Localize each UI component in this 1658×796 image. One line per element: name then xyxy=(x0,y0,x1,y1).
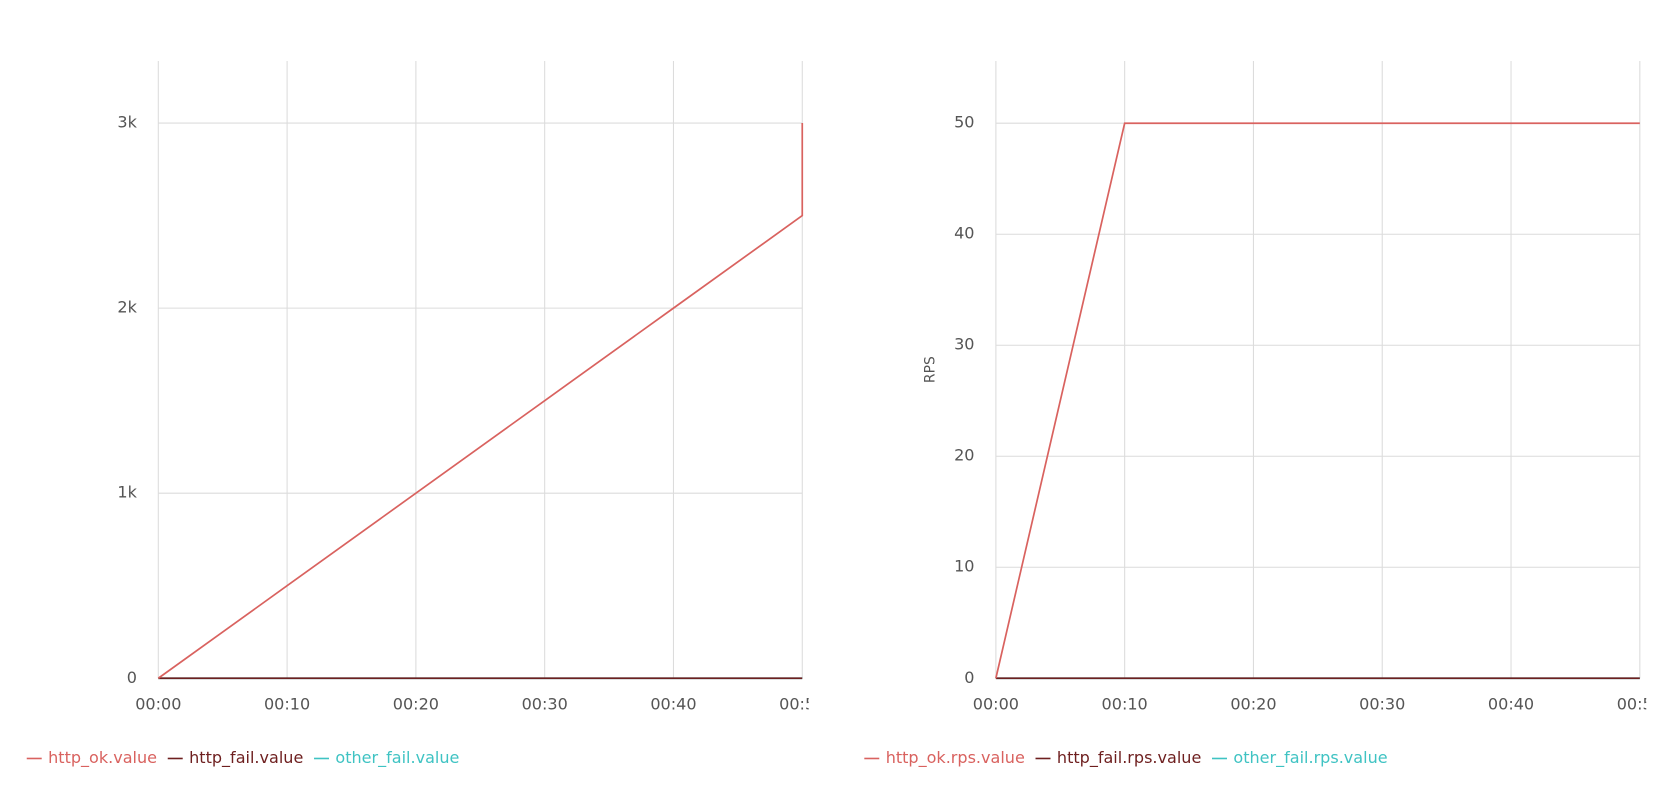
y-tick-label: 2k xyxy=(117,298,137,317)
plot: 0 1k 2k 3k 00:00 00:10 00:20 00:30 00:40 00:50 xyxy=(117,61,825,713)
legend-label: http_fail.rps.value xyxy=(1057,748,1202,768)
y-tick-label: 3k xyxy=(117,113,137,132)
x-tick-label: 00:10 xyxy=(1102,694,1148,713)
legend-label: other_fail.rps.value xyxy=(1233,748,1387,768)
plot: 0 10 20 30 40 50 00:00 00:10 00:20 00:30 00:40 00:5… xyxy=(954,61,1658,713)
x-tick-label: 00:40 xyxy=(650,694,696,713)
x-tick-label: 00:50 xyxy=(1617,694,1658,713)
legend-label: http_fail.value xyxy=(189,748,303,768)
x-tick-label: 00:40 xyxy=(1488,694,1534,713)
legend-label: http_ok.rps.value xyxy=(886,748,1025,768)
x-tick-label: 00:30 xyxy=(522,694,568,713)
chart-panel: 0 10 20 30 40 50 00:00 00:10 00:20 00:30 00:40 00:5… xyxy=(864,61,1658,768)
x-tick-label: 00:00 xyxy=(135,694,181,713)
legend-label: other_fail.value xyxy=(335,748,459,768)
y-tick-label: 40 xyxy=(954,224,974,243)
x-tick-label: 00:20 xyxy=(1230,694,1276,713)
y-axis-label: RPS xyxy=(923,356,939,383)
x-tick-label: 00:30 xyxy=(1359,694,1405,713)
y-tick-label: 10 xyxy=(954,557,974,576)
y-tick-label: 1k xyxy=(117,483,137,502)
legend-label: http_ok.value xyxy=(48,748,157,768)
y-tick-label: 20 xyxy=(954,446,974,465)
y-tick-label: 50 xyxy=(954,113,974,132)
x-tick-label: 00:50 xyxy=(779,694,825,713)
x-tick-label: 00:00 xyxy=(973,694,1019,713)
x-tick-label: 00:10 xyxy=(264,694,310,713)
x-tick-label: 00:20 xyxy=(393,694,439,713)
y-tick-label: 0 xyxy=(964,668,974,687)
series-line xyxy=(995,122,1640,679)
series-line xyxy=(157,123,804,679)
chart-panel: 0 1k 2k 3k 00:00 00:10 00:20 00:30 00:40 00:50 htt… xyxy=(26,61,825,768)
y-tick-label: 30 xyxy=(954,335,974,354)
y-tick-label: 0 xyxy=(127,668,137,687)
